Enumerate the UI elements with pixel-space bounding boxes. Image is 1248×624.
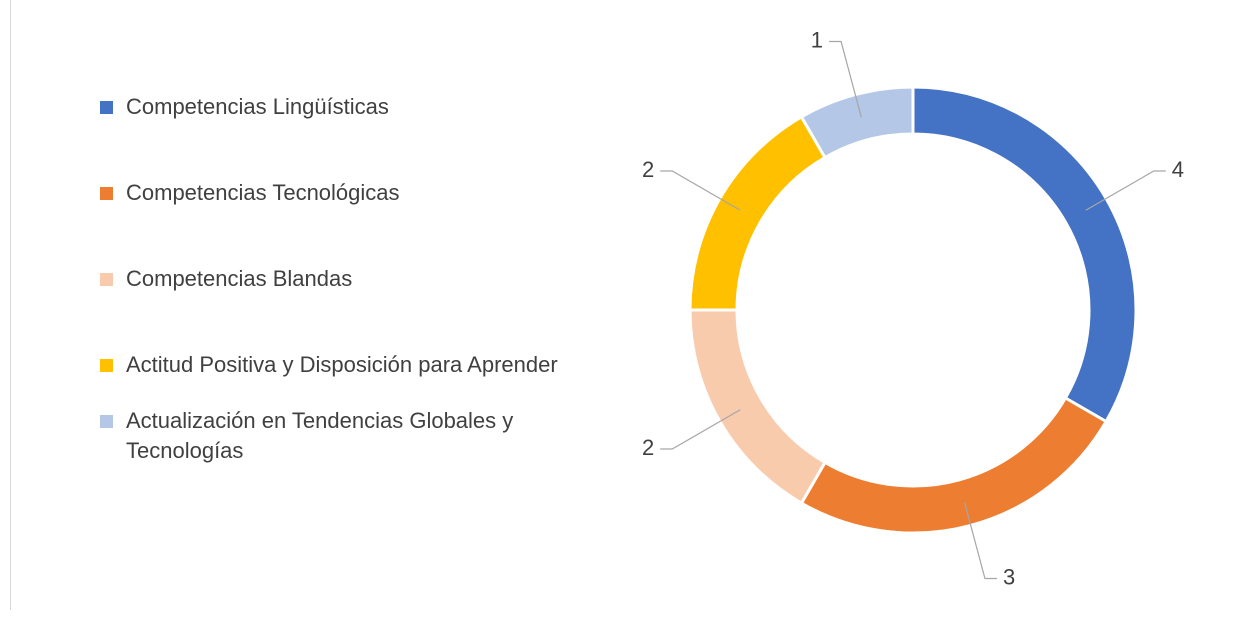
donut-segment <box>799 85 915 160</box>
data-label: 1 <box>811 27 823 52</box>
data-label: 2 <box>642 157 654 182</box>
leader-line <box>829 40 862 118</box>
data-label: 4 <box>1172 157 1184 182</box>
legend-swatch <box>100 359 113 372</box>
legend-label: Competencias Tecnológicas <box>126 180 400 205</box>
donut-segment <box>688 114 828 312</box>
legend-swatch <box>100 273 113 286</box>
data-label: 2 <box>642 435 654 460</box>
leader-line <box>660 409 741 450</box>
legend-label: Competencias Lingüísticas <box>126 94 389 119</box>
legend-label: Competencias Blandas <box>126 266 353 291</box>
legend-swatch <box>100 187 113 200</box>
legend-swatch <box>100 101 113 114</box>
leader-line <box>1085 170 1166 211</box>
legend: Competencias Lingüísticas Competencias Te… <box>98 92 598 492</box>
legend-item: Competencias Lingüísticas <box>98 92 596 122</box>
legend-item: Actitud Positiva y Disposición para Apre… <box>98 350 596 380</box>
legend-swatch <box>100 415 113 428</box>
leader-line <box>964 502 997 580</box>
legend-label: Actitud Positiva y Disposición para Apre… <box>126 352 558 377</box>
legend-label: Actualización en Tendencias Globales y T… <box>126 408 514 463</box>
legend-item: Actualización en Tendencias Globales y T… <box>98 406 596 466</box>
legend-item: Competencias Blandas <box>98 264 596 294</box>
donut-segment <box>911 85 1138 424</box>
data-label: 3 <box>1003 564 1015 589</box>
donut-segment <box>688 308 828 506</box>
donut-segment <box>799 395 1109 535</box>
chart-border <box>10 0 11 610</box>
legend-item: Competencias Tecnológicas <box>98 178 596 208</box>
leader-line <box>660 170 741 211</box>
